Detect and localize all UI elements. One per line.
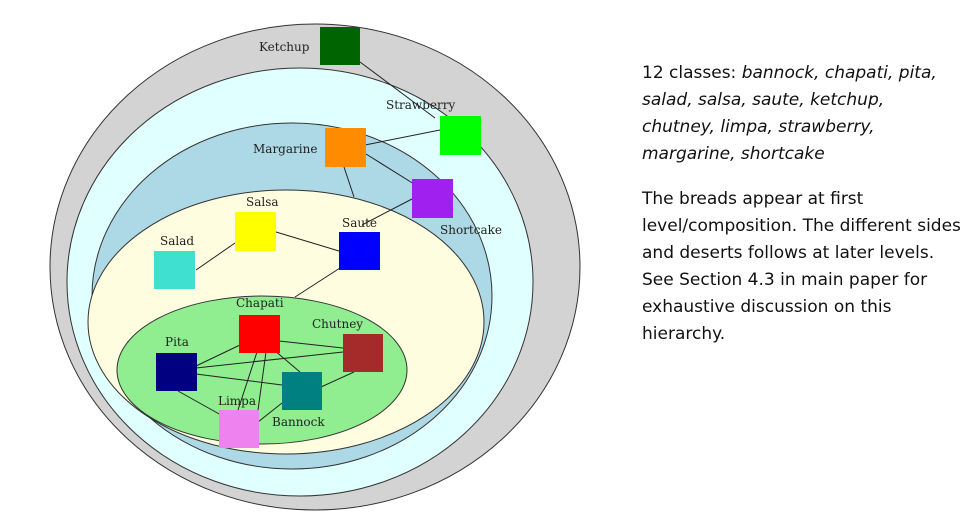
edge-salad-salsa — [195, 242, 236, 271]
node-salsa-label: Salsa — [246, 195, 279, 209]
node-shortcake-square — [412, 179, 453, 218]
node-ketchup-square — [320, 27, 360, 65]
edge-chapati-chutney — [278, 340, 344, 349]
node-margarine-square — [325, 128, 366, 167]
edge-chapati-bannock — [273, 349, 301, 373]
node-shortcake: Shortcake — [412, 179, 502, 237]
edge-strawberry-margarine — [364, 129, 441, 146]
edge-salsa-saute — [275, 231, 340, 252]
node-strawberry-square — [440, 116, 481, 155]
edge-saute-chapati — [294, 267, 341, 298]
level-5-ellipse — [116, 295, 408, 445]
edge-pita-chutney — [195, 351, 344, 369]
edge-limpa-bannock — [257, 402, 283, 423]
node-chapati-square — [239, 315, 280, 353]
classes-list: bannock, chapati, pita, salad, salsa, sa… — [642, 63, 937, 164]
hierarchy-diagram: Ketchup Strawberry Margarine Shortcake S… — [49, 23, 581, 511]
edge-margarine-saute — [343, 166, 355, 198]
classes-paragraph: 12 classes: bannock, chapati, pita, sala… — [642, 60, 962, 168]
node-saute: Saute — [339, 216, 380, 270]
node-chapati: Chapati — [236, 296, 284, 353]
node-limpa-square — [219, 410, 259, 448]
classes-prefix: 12 classes: — [642, 63, 742, 83]
node-salad: Salad — [154, 234, 195, 289]
node-bannock-square — [282, 372, 322, 410]
edge-chapati-pita — [195, 344, 241, 367]
node-pita-label: Pita — [165, 335, 189, 349]
edge-ketchup-strawberry — [359, 61, 436, 119]
node-chapati-label: Chapati — [236, 296, 284, 310]
node-saute-label: Saute — [342, 216, 377, 230]
node-ketchup: Ketchup — [259, 27, 360, 65]
edge-shortcake-saute — [361, 198, 413, 226]
edge-pita-limpa — [177, 390, 222, 416]
node-saute-square — [339, 232, 380, 270]
caption: 12 classes: bannock, chapati, pita, sala… — [642, 60, 962, 366]
node-ketchup-label: Ketchup — [259, 40, 310, 54]
edges — [177, 61, 441, 423]
node-strawberry: Strawberry — [386, 98, 481, 155]
node-chutney-square — [343, 334, 383, 372]
node-pita: Pita — [156, 335, 197, 391]
node-salad-label: Salad — [160, 234, 194, 248]
node-limpa: Limpa — [218, 394, 259, 448]
node-bannock: Bannock — [272, 372, 325, 429]
node-chutney: Chutney — [312, 317, 383, 372]
node-margarine: Margarine — [253, 128, 366, 167]
node-bannock-label: Bannock — [272, 415, 325, 429]
node-chutney-label: Chutney — [312, 317, 363, 331]
node-limpa-label: Limpa — [218, 394, 256, 408]
node-strawberry-label: Strawberry — [386, 98, 455, 112]
node-shortcake-label: Shortcake — [440, 223, 502, 237]
description-paragraph: The breads appear at first level/composi… — [642, 189, 961, 344]
edge-margarine-shortcake — [365, 153, 415, 185]
node-salsa-square — [235, 212, 276, 251]
node-salad-square — [154, 251, 195, 289]
node-salsa: Salsa — [235, 195, 279, 251]
edge-chapati-limpa-2 — [257, 351, 267, 411]
node-margarine-label: Margarine — [253, 142, 317, 156]
edge-pita-bannock — [195, 373, 283, 386]
edge-bannock-chutney — [320, 371, 355, 388]
node-pita-square — [156, 353, 197, 391]
